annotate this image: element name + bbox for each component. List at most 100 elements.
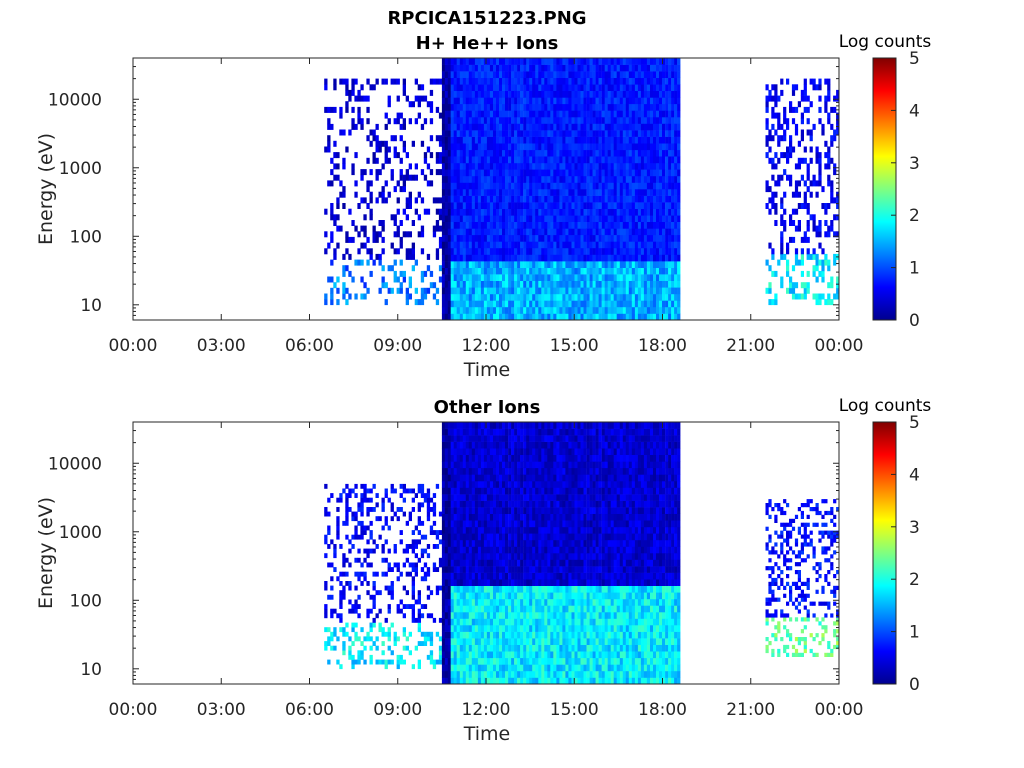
- spectrogram-cell: [541, 313, 545, 321]
- spectrogram-cell: [622, 175, 627, 183]
- spectrogram-cell: [396, 604, 400, 609]
- spectrogram-cell: [348, 599, 352, 605]
- spectrogram-cell: [592, 162, 596, 170]
- spectrogram-cell: [583, 306, 587, 314]
- spectrogram-cell: [595, 241, 599, 249]
- spectrogram-cell: [562, 130, 566, 137]
- spectrogram-cell: [607, 313, 611, 321]
- spectrogram-cell: [565, 64, 569, 72]
- x-tick-label: 12:00: [462, 336, 511, 356]
- spectrogram-cell: [411, 220, 415, 226]
- spectrogram-cell: [671, 228, 675, 236]
- spectrogram-cell: [800, 259, 804, 266]
- spectrogram-cell: [441, 592, 446, 600]
- spectrogram-cell: [532, 208, 536, 216]
- spectrogram-cell: [622, 149, 627, 157]
- spectrogram-cell: [496, 306, 500, 314]
- spectrogram-cell: [583, 64, 587, 72]
- spectrogram-cell: [535, 149, 539, 157]
- spectrogram-cell: [453, 90, 457, 98]
- spectrogram-cell: [511, 280, 515, 288]
- spectrogram-cell: [499, 306, 503, 314]
- spectrogram-cell: [459, 422, 464, 429]
- spectrogram-cell: [580, 267, 584, 275]
- spectrogram-cell: [556, 234, 560, 242]
- spectrogram-cell: [532, 306, 536, 314]
- spectrogram-cell: [604, 90, 608, 98]
- spectrogram-cell: [780, 236, 784, 243]
- spectrogram-cell: [628, 175, 633, 183]
- spectrogram-cell: [668, 280, 672, 288]
- spectrogram-cell: [459, 195, 464, 203]
- spectrogram-cell: [574, 241, 578, 249]
- spectrogram-cell: [447, 631, 451, 639]
- spectrogram-cell: [330, 645, 334, 651]
- spectrogram-cell: [544, 77, 548, 85]
- spectrogram-cell: [465, 156, 470, 164]
- spectrogram-cell: [369, 248, 373, 255]
- spectrogram-cell: [595, 287, 599, 295]
- spectrogram-cell: [438, 140, 443, 147]
- spectrogram-cell: [330, 562, 334, 568]
- spectrogram-cell: [833, 253, 837, 260]
- spectrogram-cell: [556, 208, 560, 216]
- spectrogram-cell: [447, 448, 451, 455]
- spectrogram-cell: [429, 659, 434, 665]
- spectrogram-cell: [345, 106, 349, 113]
- spectrogram-cell: [508, 215, 512, 222]
- spectrogram-cell: [574, 267, 578, 275]
- spectrogram-cell: [459, 117, 464, 124]
- spectrogram-cell: [628, 189, 633, 196]
- spectrogram-cell: [634, 117, 639, 124]
- spectrogram-cell: [453, 182, 457, 190]
- spectrogram-cell: [390, 214, 394, 221]
- spectrogram-cell: [447, 287, 451, 295]
- spectrogram-cell: [471, 533, 476, 541]
- spectrogram-cell: [815, 231, 819, 238]
- spectrogram-cell: [643, 143, 648, 151]
- spectrogram-cell: [438, 585, 443, 591]
- spectrogram-cell: [420, 293, 425, 300]
- spectrogram-cell: [622, 58, 627, 65]
- spectrogram-cell: [616, 136, 620, 144]
- spectrogram-cell: [366, 525, 370, 531]
- spectrogram-cell: [447, 293, 451, 301]
- spectrogram-cell: [411, 617, 415, 623]
- spectrogram-cell: [505, 267, 509, 275]
- spectrogram-cell: [547, 149, 551, 157]
- spectrogram-cell: [381, 525, 385, 531]
- spectrogram-cell: [650, 247, 654, 255]
- spectrogram-cell: [586, 208, 590, 216]
- spectrogram-cell: [465, 500, 470, 508]
- spectrogram-cell: [568, 71, 572, 78]
- spectrogram-cell: [529, 143, 533, 151]
- spectrogram-cell: [529, 247, 533, 255]
- spectrogram-cell: [589, 274, 593, 281]
- spectrogram-cell: [818, 169, 822, 176]
- spectrogram-cell: [493, 247, 497, 255]
- spectrogram-cell: [357, 650, 361, 656]
- spectrogram-cell: [420, 493, 425, 498]
- spectrogram-cell: [348, 89, 352, 96]
- spectrogram-cell: [671, 149, 675, 157]
- spectrogram-cell: [768, 242, 772, 249]
- spectrogram-cell: [502, 215, 506, 222]
- spectrogram-cell: [803, 287, 807, 294]
- spectrogram-cell: [486, 123, 491, 131]
- spectrogram-cell: [637, 84, 642, 91]
- spectrogram-cell: [357, 571, 361, 577]
- spectrogram-cell: [538, 110, 542, 118]
- spectrogram-cell: [640, 254, 645, 262]
- spectrogram-cell: [565, 208, 569, 216]
- spectrogram-cell: [411, 581, 415, 586]
- spectrogram-cell: [417, 557, 421, 563]
- spectrogram-cell: [625, 130, 630, 137]
- spectrogram-cell: [622, 123, 627, 131]
- spectrogram-cell: [345, 534, 349, 540]
- spectrogram-cell: [818, 293, 822, 300]
- spectrogram-cell: [565, 77, 569, 85]
- spectrogram-cell: [508, 261, 512, 268]
- spectrogram-cell: [668, 90, 672, 98]
- spectrogram-cell: [327, 106, 331, 113]
- spectrogram-cell: [441, 169, 446, 177]
